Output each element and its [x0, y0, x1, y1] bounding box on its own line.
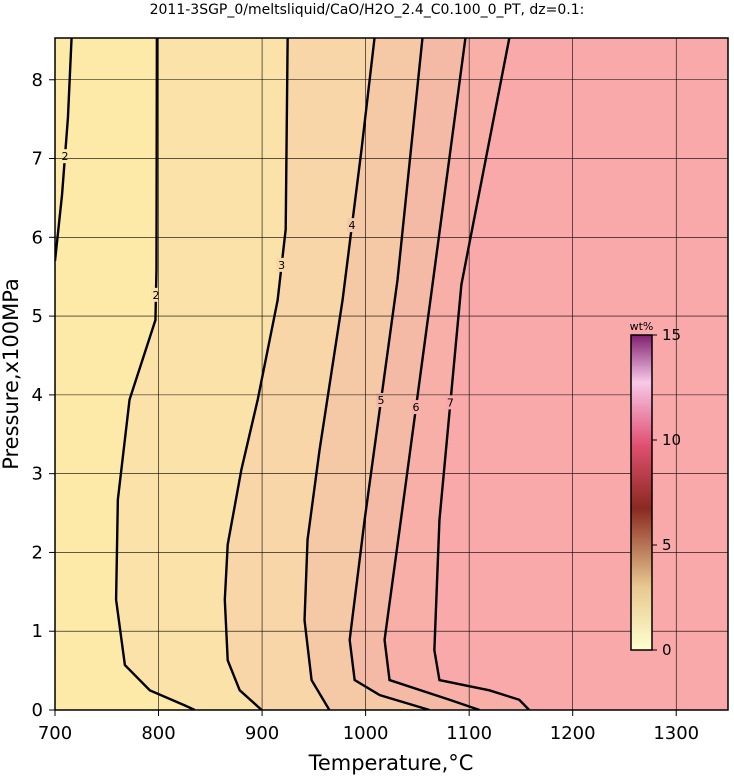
colorbar-tick-label: 5 — [662, 536, 672, 554]
contour-label-bg — [445, 395, 456, 410]
contour-label-bg — [376, 392, 387, 407]
colorbar-tick-label: 15 — [662, 326, 681, 344]
y-tick-label: 8 — [32, 70, 43, 91]
y-tick-label: 0 — [32, 700, 43, 721]
x-axis-label: Temperature,°C — [308, 751, 474, 775]
contour-label: 6 — [413, 401, 420, 414]
x-tick-label: 900 — [245, 723, 279, 744]
x-tick-label: 800 — [141, 723, 175, 744]
contour-label: 2 — [61, 150, 68, 163]
x-tick-label: 1300 — [653, 723, 699, 744]
contour-line — [383, 38, 480, 710]
x-tick-label: 1200 — [550, 723, 596, 744]
y-axis-label: Pressure,x100MPa — [0, 278, 23, 470]
contour-label-bg — [347, 218, 358, 233]
contour-label: 5 — [378, 394, 385, 407]
y-tick-label: 4 — [32, 385, 43, 406]
colorbar-label: wt% — [630, 320, 654, 333]
x-tick-label: 1100 — [446, 723, 492, 744]
contour-line — [303, 38, 376, 710]
x-tick-label: 700 — [38, 723, 72, 744]
contour-label-bg — [150, 287, 161, 302]
contour-line — [348, 38, 430, 710]
x-tick-label: 1000 — [343, 723, 389, 744]
y-tick-label: 5 — [32, 306, 43, 327]
contour-label: 7 — [447, 396, 454, 409]
y-tick-label: 6 — [32, 227, 43, 248]
colorbar-tick-label: 10 — [662, 431, 681, 449]
colorbar — [630, 334, 653, 651]
frame — [54, 37, 729, 711]
y-tick-label: 2 — [32, 542, 43, 563]
contour-line — [433, 38, 531, 710]
contour-label-bg — [59, 149, 70, 164]
contour-label-bg — [276, 257, 287, 272]
y-tick-label: 7 — [32, 149, 43, 170]
colorbar-tick-label: 0 — [662, 641, 672, 659]
contour-label: 3 — [278, 259, 285, 272]
contour-label: 2 — [152, 289, 159, 302]
chart-title: 2011-3SGP_0/meltsliquid/CaO/H2O_2.4_C0.1… — [150, 2, 585, 18]
contour-label-bg — [411, 400, 422, 415]
plot-area: 2 2 3 4 5 6 7 — [55, 38, 728, 710]
y-tick-label: 3 — [32, 464, 43, 485]
contour-fill — [434, 38, 728, 710]
contour-label: 4 — [349, 219, 356, 232]
y-tick-label: 1 — [32, 621, 43, 642]
axes: 700 800 900 1000 1100 1200 1300 0 1 2 3 4 5 6 7 8 wt% 0 5 1… — [32, 37, 729, 744]
